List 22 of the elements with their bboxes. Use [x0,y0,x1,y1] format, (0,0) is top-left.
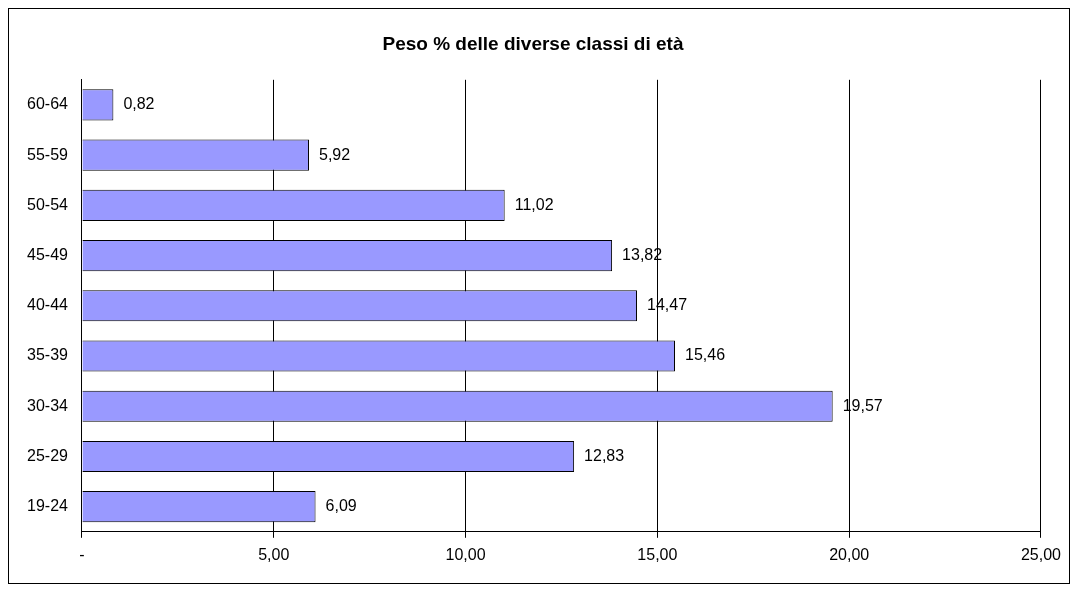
y-tick-label: 19-24 [27,497,69,515]
x-tick-label: 25,00 [1020,545,1062,563]
x-tick-label: 20,00 [829,545,870,563]
x-tick-label: 10,00 [445,545,486,563]
y-tick-label: 45-49 [27,245,69,263]
data-label: 11,02 [514,195,554,213]
y-tick-label: 25-29 [27,446,69,464]
x-tick-label: 15,00 [637,545,678,563]
data-label: 5,92 [319,145,351,163]
y-tick-label: 50-54 [27,195,69,213]
x-tick-label: 5,00 [258,545,290,563]
y-tick-label: 30-34 [27,396,69,414]
x-tick-label: - [79,545,85,563]
chart-title: Peso % delle diverse classi di età [382,32,684,54]
data-label: 12,83 [584,446,625,464]
data-label: 6,09 [325,497,357,515]
data-label: 0,82 [123,95,155,113]
y-tick-label: 55-59 [27,145,69,163]
y-tick-label: 35-39 [27,346,69,364]
y-tick-label: 40-44 [27,296,69,314]
y-tick-label: 60-64 [27,95,69,113]
data-label: 15,46 [685,346,726,364]
